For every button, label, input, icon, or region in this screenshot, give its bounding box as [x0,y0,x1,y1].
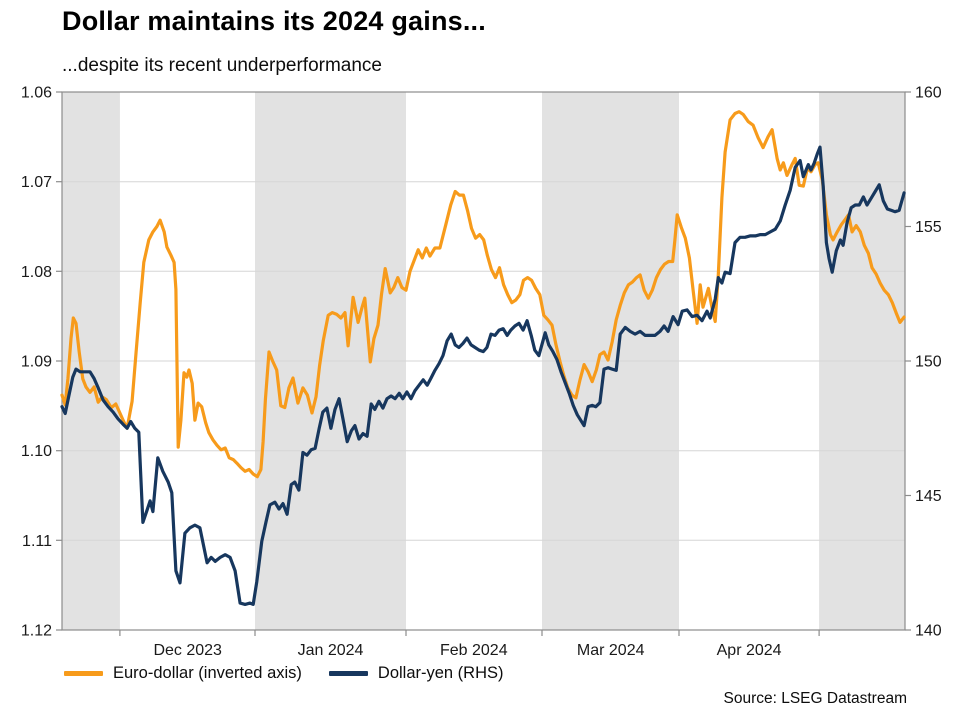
x-axis-month-label: Mar 2024 [577,642,645,659]
source-note: Source: LSEG Datastream [723,690,908,707]
euro-dollar-line-swatch [64,671,103,676]
y-axis-left-label: 1.11 [22,533,52,550]
x-axis-month-label: Dec 2023 [153,642,222,659]
y-axis-right-label: 155 [915,219,942,236]
legend-item-dollar-yen: Dollar-yen (RHS) [328,664,504,683]
y-axis-left-label: 1.12 [21,623,52,640]
dollar-yen-line [60,145,906,607]
y-axis-right-label: 150 [915,354,942,371]
euro-dollar-line [60,110,906,479]
x-axis-month-label: Apr 2024 [717,642,782,659]
x-axis-month-label: Jan 2024 [298,642,364,659]
chart-title: Dollar maintains its 2024 gains... [62,6,486,36]
y-axis-left-label: 1.10 [21,443,52,460]
y-axis-left-label: 1.09 [21,354,52,371]
dollar-yen-line-swatch [328,671,368,676]
y-axis-left-label: 1.06 [21,85,52,102]
chart-subtitle: ...despite its recent underperformance [62,55,383,76]
chart-legend: Euro-dollar (inverted axis) Dollar-yen (… [64,664,504,683]
y-axis-right-label: 140 [915,623,942,640]
y-axis-left-label: 1.07 [21,174,52,191]
y-axis-right-label: 145 [915,488,942,505]
x-axis-month-label: Feb 2024 [440,642,508,659]
legend-label-dollar-yen: Dollar-yen (RHS) [377,664,504,682]
legend-label-euro-dollar: Euro-dollar (inverted axis) [113,664,302,682]
y-axis-right-label: 160 [915,85,942,102]
legend-item-euro-dollar: Euro-dollar (inverted axis) [64,664,302,683]
y-axis-left-label: 1.08 [21,264,52,281]
